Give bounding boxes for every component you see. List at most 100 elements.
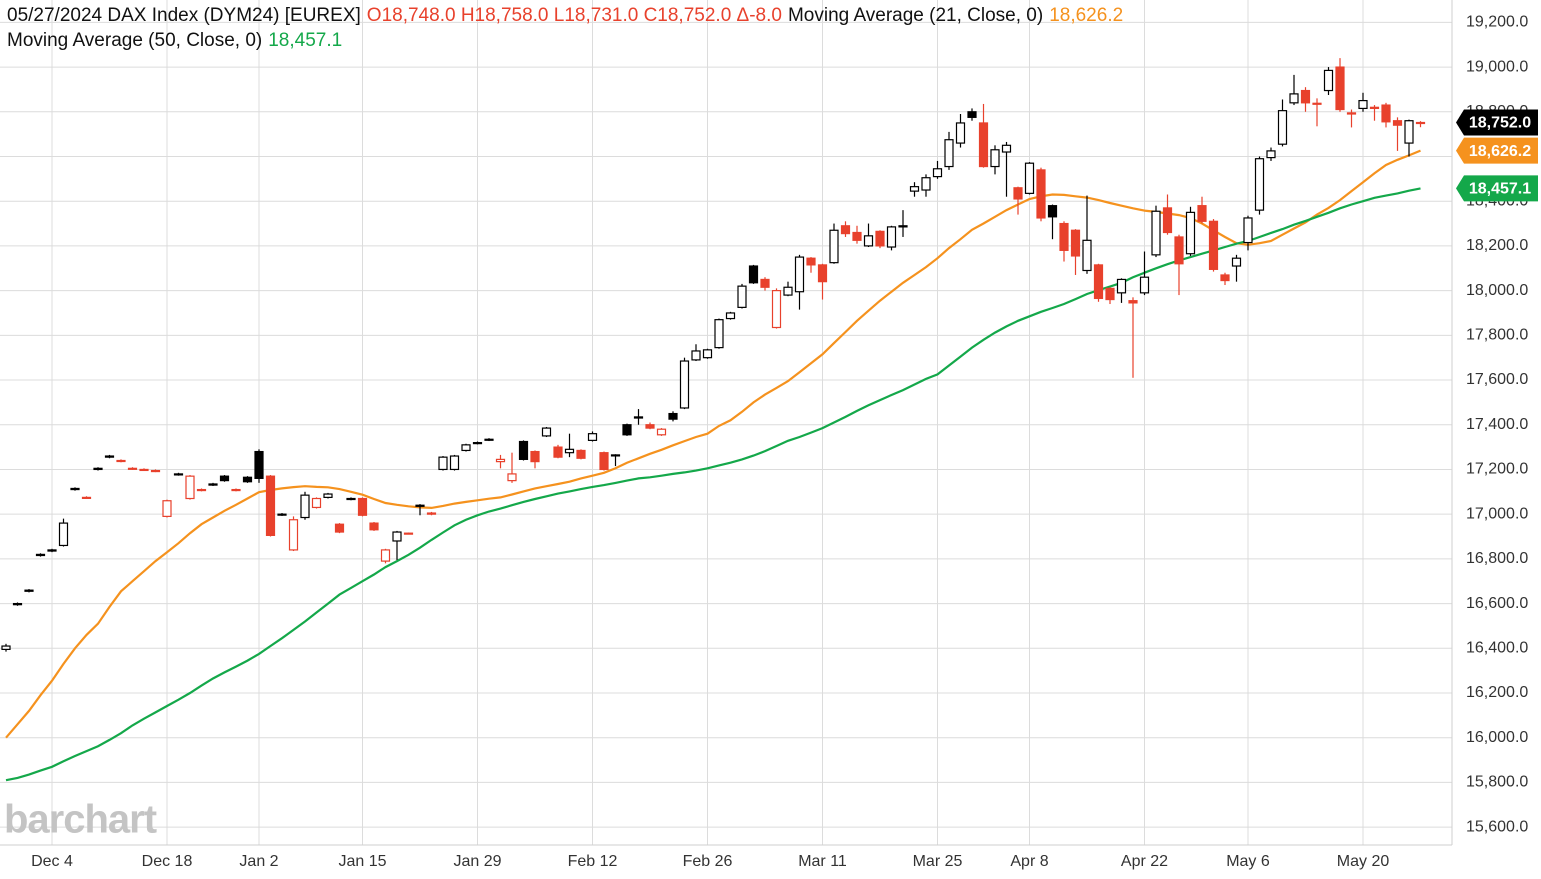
candle-body: [1, 645, 11, 650]
candle-body: [1277, 110, 1288, 145]
candle-body: [426, 512, 437, 515]
candle-body: [265, 475, 276, 536]
candle-body: [921, 177, 931, 191]
candle-body: [1323, 69, 1334, 92]
candle-body: [633, 416, 644, 419]
x-tick-label: May 6: [1226, 853, 1270, 870]
candle-body: [1369, 106, 1380, 110]
candle-body: [668, 412, 678, 420]
candle-body: [886, 226, 897, 248]
candle-body: [794, 256, 805, 293]
x-tick-label: Jan 29: [453, 853, 501, 870]
moving-average-line: [5, 187, 1421, 782]
candle-body: [978, 122, 989, 168]
legend-label: Moving Average (50, Close, 0): [7, 30, 263, 51]
candle-body: [771, 290, 782, 329]
candle-body: [484, 438, 494, 441]
legend-value: 18,626.2: [1049, 5, 1124, 26]
y-tick-label: 16,400.0: [1466, 639, 1528, 656]
candle-body: [1047, 205, 1058, 218]
candle-body: [150, 469, 161, 473]
y-tick-label: 17,200.0: [1466, 461, 1528, 478]
y-tick-label: 17,400.0: [1466, 416, 1528, 433]
candle-body: [909, 186, 920, 192]
candle-body: [1415, 121, 1426, 125]
candle-body: [1128, 300, 1138, 304]
candle-body: [518, 440, 529, 460]
price-badge-shape: [1456, 137, 1538, 164]
candle-body: [208, 483, 218, 486]
candle-body: [1346, 112, 1357, 115]
candle-body: [461, 444, 471, 452]
candle-body: [507, 473, 517, 482]
candle-body: [277, 513, 287, 516]
price-badge: 18,457.1: [1469, 181, 1531, 198]
candle-body: [196, 488, 207, 492]
candle-body: [58, 522, 69, 547]
candle-body: [1392, 120, 1403, 126]
candle-body: [1082, 239, 1092, 272]
candle-body: [990, 149, 1000, 168]
y-tick-label: 17,800.0: [1466, 327, 1528, 344]
candle-body: [357, 497, 368, 516]
candle-body: [1266, 150, 1276, 159]
candle-body: [449, 455, 460, 471]
candle-body: [392, 531, 402, 542]
x-tick-label: Feb 12: [568, 853, 618, 870]
candle-body: [35, 553, 46, 557]
candle-body: [1059, 222, 1069, 251]
candle-body: [679, 360, 690, 409]
candle-body: [714, 319, 724, 349]
y-tick-label: 17,000.0: [1466, 505, 1528, 522]
price-badge-shape: [1456, 109, 1538, 136]
candle-body: [610, 454, 621, 457]
candle-body: [162, 500, 172, 517]
candle-body: [346, 497, 356, 501]
candle-body: [1312, 102, 1322, 105]
y-tick-label: 16,800.0: [1466, 550, 1528, 567]
x-tick-label: Jan 15: [338, 853, 386, 870]
candle-body: [472, 442, 483, 445]
candle-body: [530, 450, 540, 463]
candle-body: [1185, 211, 1196, 255]
candle-body: [553, 446, 563, 458]
y-tick-label: 18,000.0: [1466, 282, 1528, 299]
watermark: barchart: [4, 798, 157, 842]
candle-body: [12, 602, 23, 606]
candle-body: [311, 497, 322, 509]
candle-body: [1289, 93, 1299, 104]
candle-body: [185, 475, 195, 500]
candle-body: [139, 468, 149, 472]
candle-body: [748, 265, 759, 284]
candle-body: [656, 428, 667, 436]
candle-body: [587, 433, 598, 441]
candle-body: [1220, 274, 1230, 282]
candle-body: [944, 139, 954, 168]
candle-body: [116, 459, 126, 463]
candle-body: [1231, 257, 1242, 267]
candle-body: [783, 286, 793, 296]
y-tick-label: 16,000.0: [1466, 729, 1528, 746]
candle-body: [599, 452, 609, 471]
candle-body: [47, 549, 57, 552]
candle-body: [1013, 187, 1023, 200]
candle-body: [875, 230, 885, 247]
candle-body: [1024, 162, 1035, 194]
candle-body: [415, 504, 425, 507]
candle-body: [564, 448, 575, 454]
candle-body: [622, 424, 632, 436]
x-tick-label: Jan 2: [239, 853, 278, 870]
candle-body: [863, 235, 874, 247]
candle-body: [231, 488, 241, 492]
candle-body: [1162, 207, 1173, 234]
candle-body: [81, 496, 92, 499]
y-tick-label: 19,000.0: [1466, 58, 1528, 75]
candle-body: [173, 473, 184, 476]
x-tick-label: Dec 4: [31, 853, 73, 870]
candle-body: [932, 168, 943, 178]
candle-body: [1197, 205, 1207, 222]
x-tick-label: Feb 26: [683, 853, 733, 870]
candle-body: [104, 455, 115, 458]
